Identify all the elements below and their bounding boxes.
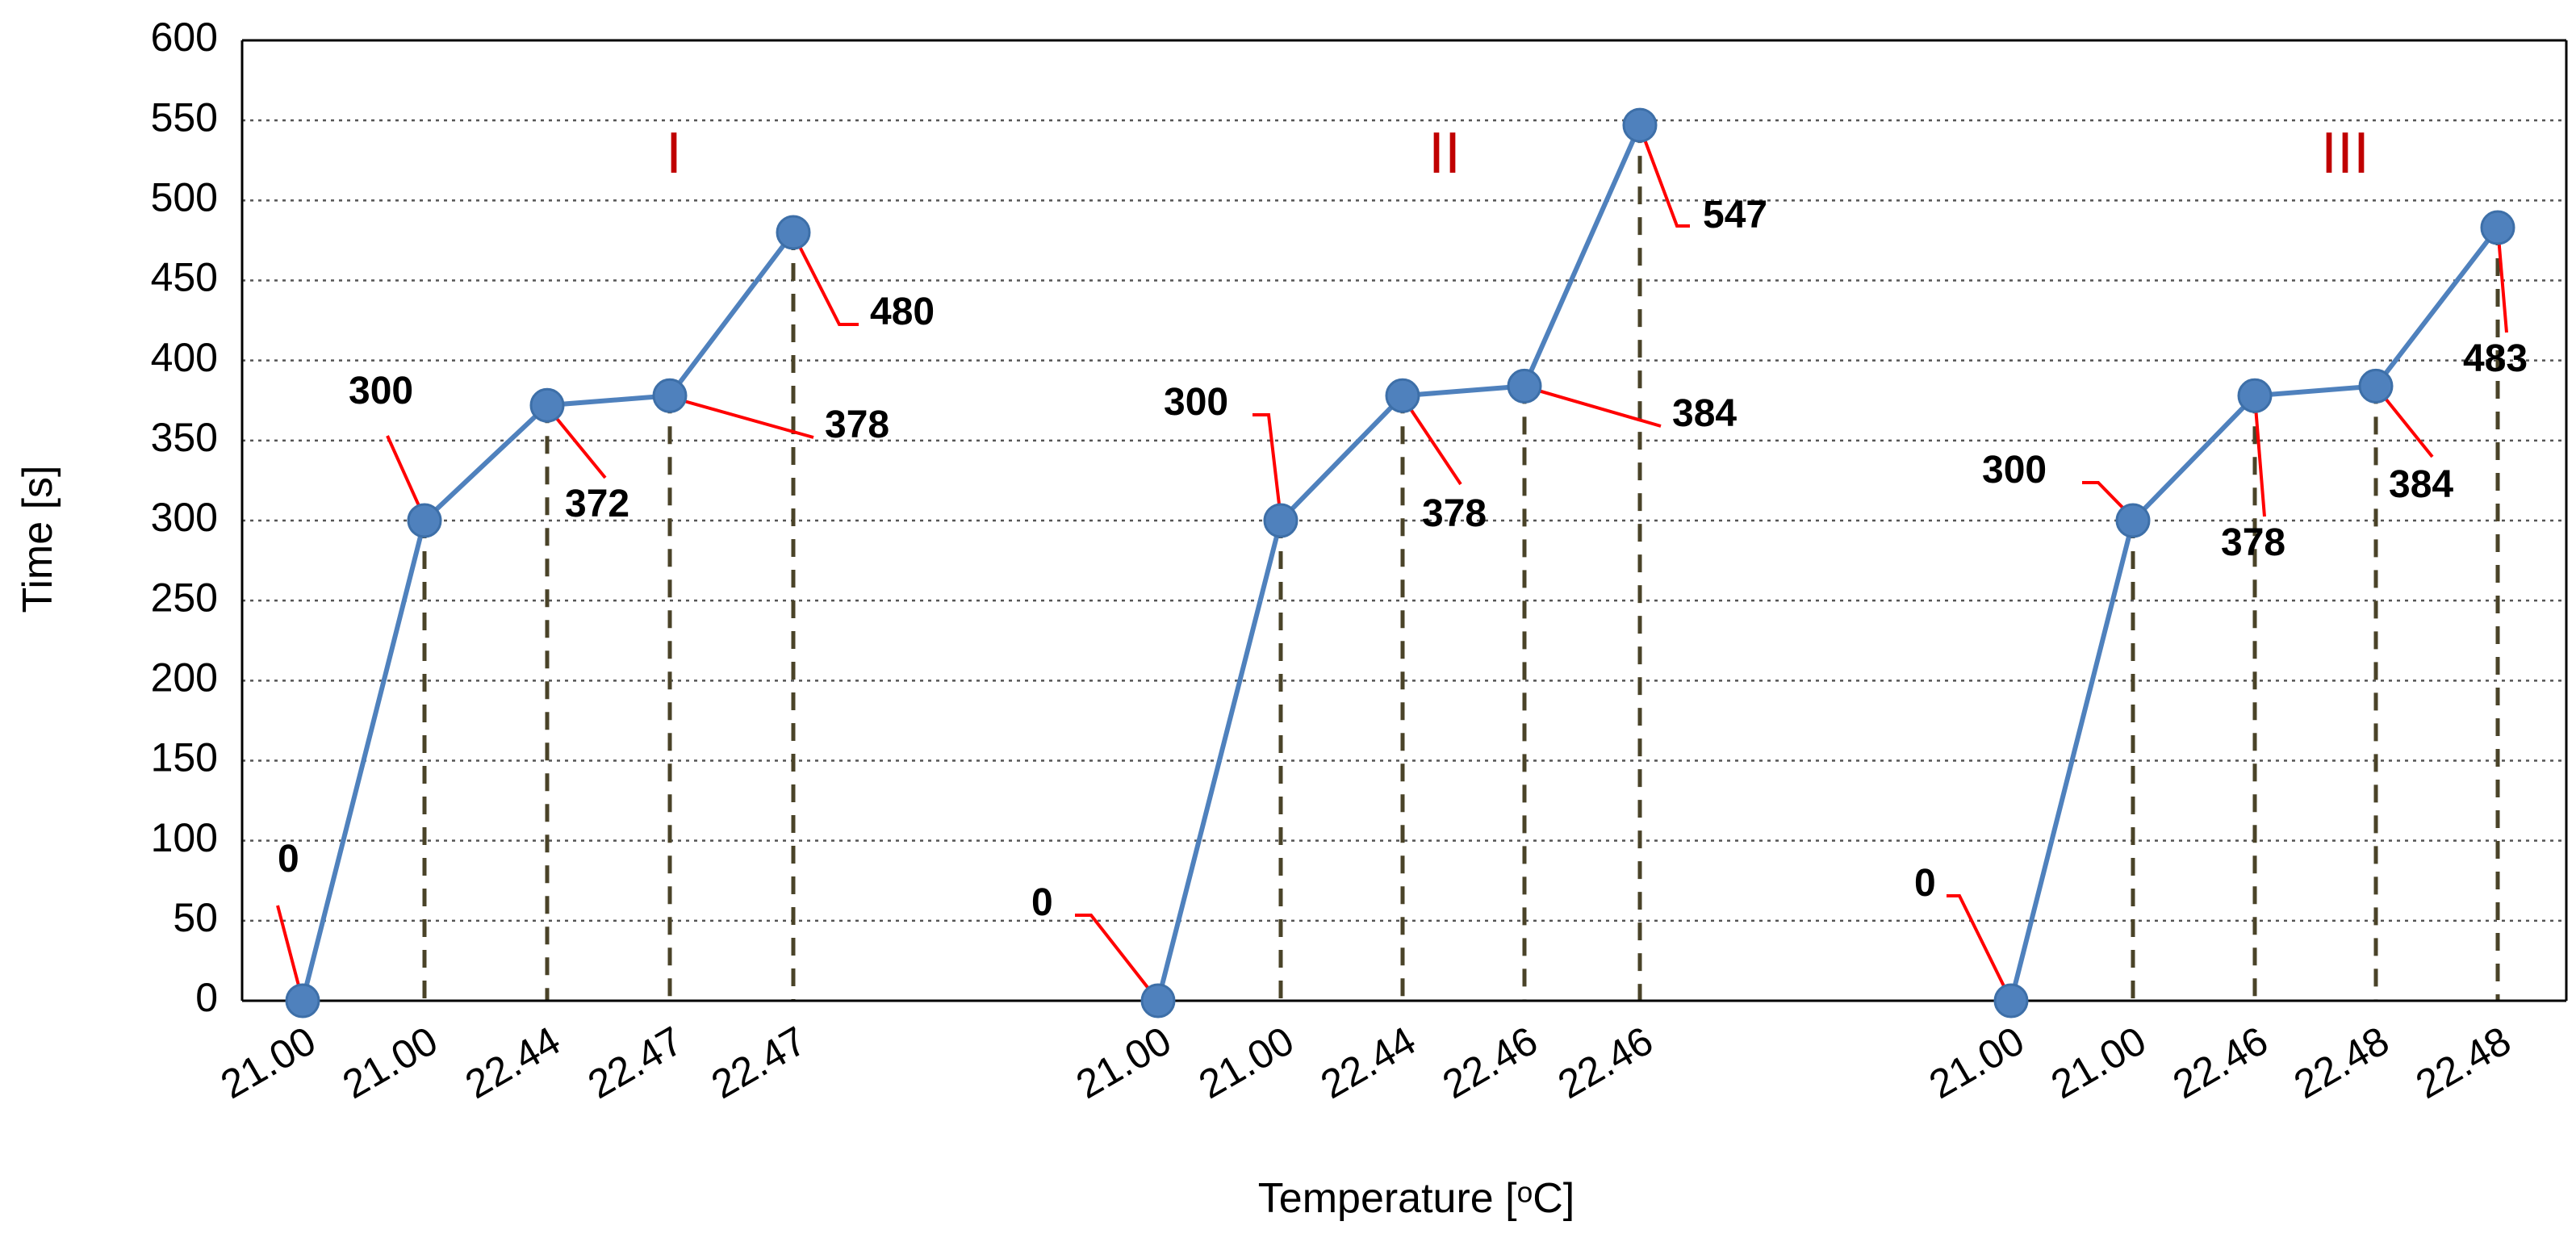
x-tick-label-I-2: 21.00 <box>335 1018 445 1107</box>
x-tick-label-I-1: 21.00 <box>213 1018 323 1107</box>
leader-line-II-5 <box>1638 126 1690 228</box>
leader-line-II-1 <box>1075 914 1160 1002</box>
series-lines <box>300 123 2500 1002</box>
data-label-II-2: 300 <box>1164 381 1228 424</box>
x-tick-label-I-3: 22.44 <box>458 1018 567 1107</box>
data-point-I-1 <box>285 983 320 1018</box>
y-tick-label-450: 450 <box>151 255 218 300</box>
leader-line-III-3 <box>2253 396 2266 517</box>
data-point-III-4 <box>2358 368 2394 404</box>
data-points <box>285 107 2515 1018</box>
data-point-II-4 <box>1507 368 1542 404</box>
data-point-III-5 <box>2480 210 2515 245</box>
leader-line-II-2 <box>1252 413 1282 519</box>
data-label-I-2: 300 <box>349 370 413 412</box>
leader-line-II-4 <box>1524 385 1662 428</box>
x-tick-label-III-4: 22.48 <box>2286 1018 2396 1107</box>
leader-line-I-4 <box>669 395 814 439</box>
data-point-I-3 <box>529 387 565 423</box>
y-tick-label-0: 0 <box>195 975 218 1020</box>
x-tick-label-II-5: 22.46 <box>1550 1018 1660 1107</box>
data-point-I-4 <box>652 378 688 413</box>
axes <box>240 39 2568 1002</box>
x-tick-label-II-1: 21.00 <box>1068 1018 1178 1107</box>
y-tick-label-300: 300 <box>151 495 218 540</box>
x-tick-labels: 21.00 21.00 22.44 22.47 22.47 21.00 21.00 22.44… <box>213 1018 2518 1107</box>
data-point-II-1 <box>1140 983 1176 1018</box>
x-tick-label-I-5: 22.47 <box>704 1018 813 1107</box>
y-tick-label-150: 150 <box>151 735 218 780</box>
y-tick-label-200: 200 <box>151 655 218 701</box>
data-label-I-3: 372 <box>565 483 629 525</box>
data-point-III-3 <box>2237 378 2273 413</box>
data-point-III-2 <box>2115 503 2151 538</box>
label-leaders <box>276 126 2508 1002</box>
data-label-III-3: 378 <box>2221 521 2285 564</box>
group-label-II: II <box>1428 121 1461 186</box>
data-point-II-3 <box>1385 378 1420 413</box>
data-point-I-2 <box>407 503 442 538</box>
y-tick-label-350: 350 <box>151 415 218 460</box>
x-tick-label-III-1: 21.00 <box>1922 1018 2031 1107</box>
data-label-I-4: 378 <box>825 404 889 446</box>
x-tick-label-III-2: 21.00 <box>2043 1018 2153 1107</box>
data-point-II-2 <box>1263 503 1298 538</box>
leader-line-II-3 <box>1401 395 1462 486</box>
data-label-II-1: 0 <box>1031 881 1053 924</box>
data-labels: 0 300 372 378 480 0 300 378 384 547 0 300 378 384 483 <box>278 194 2528 924</box>
x-axis-title: Temperature [ᵒC] <box>1258 1175 1574 1222</box>
x-tick-label-II-4: 22.46 <box>1435 1018 1545 1107</box>
x-tick-label-III-5: 22.48 <box>2408 1018 2518 1107</box>
data-point-III-1 <box>1993 983 2029 1018</box>
gridlines <box>242 39 2566 922</box>
leader-line-III-2 <box>2082 481 2135 520</box>
x-tick-label-II-3: 22.44 <box>1313 1018 1423 1107</box>
y-tick-label-400: 400 <box>151 335 218 380</box>
y-tick-label-600: 600 <box>151 15 218 60</box>
data-point-II-5 <box>1622 107 1658 143</box>
group-label-III: III <box>2321 121 2369 186</box>
x-tick-label-II-2: 21.00 <box>1191 1018 1301 1107</box>
y-tick-label-550: 550 <box>151 94 218 140</box>
data-label-II-3: 378 <box>1422 492 1487 535</box>
y-tick-label-100: 100 <box>151 815 218 860</box>
y-tick-label-500: 500 <box>151 175 218 220</box>
data-label-III-4: 384 <box>2389 463 2453 506</box>
data-point-I-5 <box>776 215 811 250</box>
data-label-II-5: 547 <box>1703 194 1767 236</box>
y-tick-label-250: 250 <box>151 575 218 620</box>
x-tick-label-I-4: 22.47 <box>580 1018 690 1107</box>
series-line-I <box>300 231 796 1002</box>
y-axis-title: Time [s] <box>15 466 61 613</box>
drop-lines <box>422 125 2500 1001</box>
data-label-III-2: 300 <box>1982 449 2047 491</box>
leader-line-I-5 <box>792 233 859 326</box>
leader-line-III-5 <box>2496 227 2508 333</box>
series-line-II <box>1156 123 1642 1002</box>
group-labels: I II III <box>666 121 2369 186</box>
group-label-I: I <box>666 121 682 186</box>
data-label-III-1: 0 <box>1914 862 1936 905</box>
data-label-II-4: 384 <box>1672 392 1737 435</box>
y-tick-label-50: 50 <box>173 895 218 940</box>
data-label-III-5: 483 <box>2463 337 2528 380</box>
leader-line-III-1 <box>1947 894 2013 1002</box>
y-tick-labels: 0 50 100 150 200 250 300 350 400 450 500 550 600 <box>151 15 218 1020</box>
data-label-I-1: 0 <box>278 838 299 880</box>
data-label-I-5: 480 <box>870 291 935 333</box>
x-tick-label-III-3: 22.46 <box>2165 1018 2275 1107</box>
